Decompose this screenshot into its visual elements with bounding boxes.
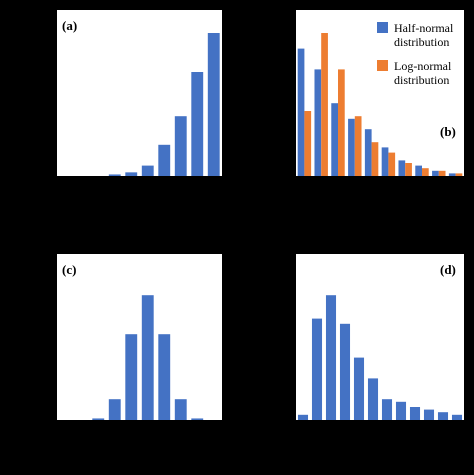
bar-c-s0-5 [142, 295, 154, 420]
bar-b-s1-0 [304, 111, 311, 176]
panel-label-c: (c) [62, 262, 76, 277]
bar-b-s1-6 [405, 163, 412, 176]
bar-a-s0-5 [142, 166, 154, 176]
legend-label-1-0: Log-normal [394, 59, 452, 73]
chart-svg-d: (d) [296, 254, 464, 420]
bar-d-s0-3 [340, 324, 350, 420]
bar-a-s0-6 [158, 145, 170, 176]
bar-a-s0-9 [208, 33, 220, 176]
bar-a-s0-3 [109, 174, 121, 176]
bar-c-s0-8 [191, 418, 203, 420]
bar-d-s0-0 [298, 415, 308, 420]
panel-label-a: (a) [62, 18, 77, 33]
bar-b-s0-0 [298, 49, 305, 176]
chart-panel-a: (a) [57, 10, 222, 176]
bar-c-s0-6 [158, 334, 170, 420]
chart-panel-d: (d) [296, 254, 464, 420]
legend-label-0-0: Half-normal [394, 21, 454, 35]
bar-d-s0-2 [326, 295, 336, 420]
bar-b-s0-1 [314, 69, 321, 176]
bar-b-s0-8 [432, 171, 439, 176]
chart-panel-b: (b) Half-normal distribution Log-normal dist… [296, 10, 464, 176]
bar-c-s0-3 [109, 399, 121, 420]
chart-svg-c: (c) [57, 254, 222, 420]
bar-d-s0-9 [424, 410, 434, 420]
bar-b-s0-6 [398, 160, 405, 176]
bar-b-s1-9 [456, 173, 463, 176]
bar-b-s0-5 [382, 147, 389, 176]
bar-d-s0-4 [354, 358, 364, 420]
bar-b-s0-9 [449, 173, 456, 176]
bar-d-s0-10 [438, 412, 448, 420]
bar-c-s0-4 [125, 334, 137, 420]
chart-svg-b: (b)Half-normaldistributionLog-normaldist… [296, 10, 464, 176]
bar-c-s0-2 [92, 418, 104, 420]
bar-a-s0-7 [175, 116, 187, 176]
bar-d-s0-5 [368, 378, 378, 420]
bar-d-s0-6 [382, 399, 392, 420]
bar-d-s0-7 [396, 402, 406, 420]
bar-b-s0-3 [348, 119, 355, 176]
bar-b-s1-5 [388, 153, 395, 176]
legend-label-1-1: distribution [394, 73, 449, 87]
bar-b-s0-7 [415, 166, 422, 176]
bar-b-s1-1 [321, 33, 328, 176]
bar-d-s0-1 [312, 319, 322, 420]
legend-swatch-1 [377, 60, 388, 71]
bar-b-s1-7 [422, 168, 429, 176]
panel-label-d: (d) [440, 262, 456, 277]
bar-d-s0-8 [410, 407, 420, 420]
bar-a-s0-8 [191, 72, 203, 176]
bar-b-s1-4 [372, 142, 379, 176]
bar-b-s1-2 [338, 69, 345, 176]
legend-label-0-1: distribution [394, 35, 449, 49]
chart-panel-c: (c) [57, 254, 222, 420]
bar-b-s0-4 [365, 129, 372, 176]
bar-c-s0-7 [175, 399, 187, 420]
bar-a-s0-4 [125, 172, 137, 176]
legend-swatch-0 [377, 22, 388, 33]
bar-b-s1-8 [439, 171, 446, 176]
panel-label-b: (b) [440, 124, 456, 139]
chart-svg-a: (a) [57, 10, 222, 176]
bar-d-s0-11 [452, 415, 462, 420]
bar-b-s1-3 [355, 116, 362, 176]
bar-b-s0-2 [331, 103, 338, 176]
plot-area-c [57, 254, 222, 420]
